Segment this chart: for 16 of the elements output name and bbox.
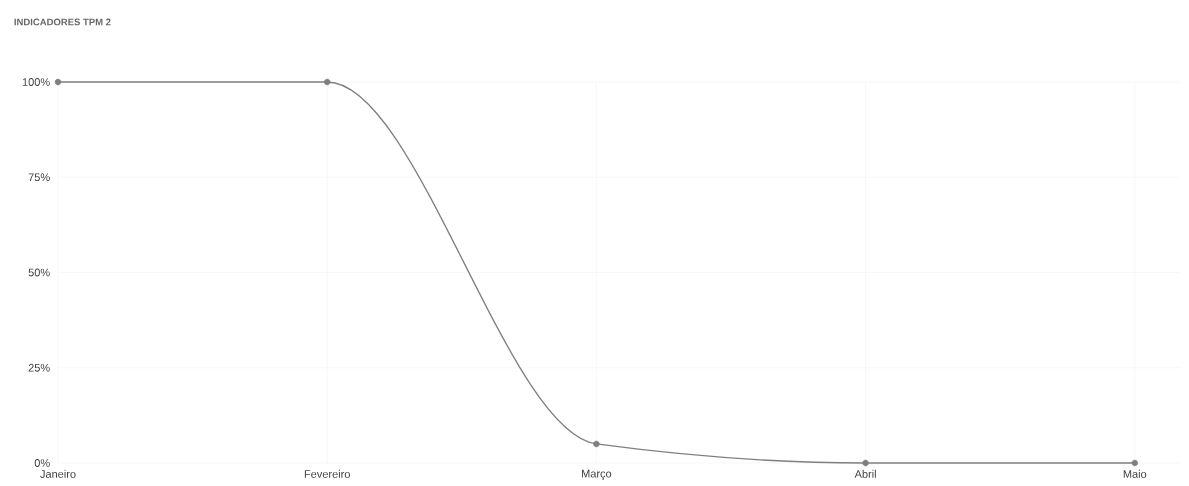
x-tick-label: Abril bbox=[854, 469, 876, 478]
x-tick-label: Março bbox=[582, 469, 612, 480]
y-tick-label: 75% bbox=[28, 173, 50, 182]
y-tick-label: 100% bbox=[22, 78, 50, 86]
y-tick-label: 0% bbox=[34, 459, 50, 467]
point bbox=[54, 78, 62, 86]
x-tick-label: Janeiro bbox=[40, 469, 76, 478]
x-tick-label: Fevereiro bbox=[304, 469, 350, 478]
point bbox=[862, 459, 869, 467]
y-tick-label: 25% bbox=[28, 363, 50, 372]
point bbox=[1131, 459, 1138, 467]
point bbox=[593, 440, 600, 448]
y-tick-label: 50% bbox=[28, 268, 50, 277]
point bbox=[324, 78, 331, 86]
x-tick-label: Maio bbox=[1123, 469, 1147, 478]
chart-title: INDICADORES TPM 2 bbox=[14, 18, 111, 26]
